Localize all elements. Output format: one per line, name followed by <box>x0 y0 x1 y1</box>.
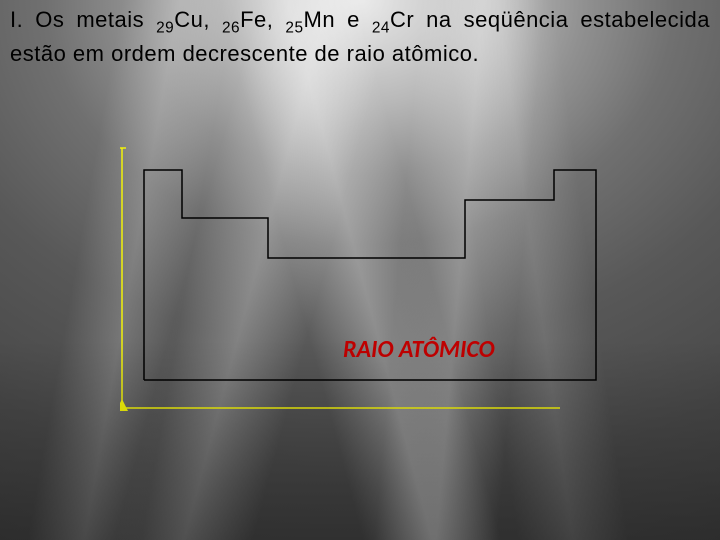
metal-3: 25Mn <box>285 7 335 32</box>
metal-2-sub: 26 <box>222 19 240 36</box>
stmt-prefix: I. Os metais <box>10 7 156 32</box>
metal-1-sub: 29 <box>156 19 174 36</box>
periodic-trend-diagram: RAIO ATÔMICO <box>120 140 600 430</box>
metal-4-sym: Cr <box>390 7 414 32</box>
statement-text: I. Os metais 29Cu, 26Fe, 25Mn e 24Cr na … <box>10 5 710 69</box>
metal-4-sub: 24 <box>372 19 390 36</box>
metal-3-sub: 25 <box>285 19 303 36</box>
diagram-svg <box>120 140 600 430</box>
metal-2-sym: Fe <box>240 7 267 32</box>
metal-3-sym: Mn <box>304 7 336 32</box>
sep1: , <box>203 7 222 32</box>
sep3: e <box>335 7 372 32</box>
atomic-radius-label: RAIO ATÔMICO <box>343 335 495 364</box>
metal-1: 29Cu <box>156 7 203 32</box>
metal-1-sym: Cu <box>174 7 203 32</box>
metal-4: 24Cr <box>372 7 414 32</box>
metal-2: 26Fe <box>222 7 267 32</box>
sep2: , <box>267 7 286 32</box>
